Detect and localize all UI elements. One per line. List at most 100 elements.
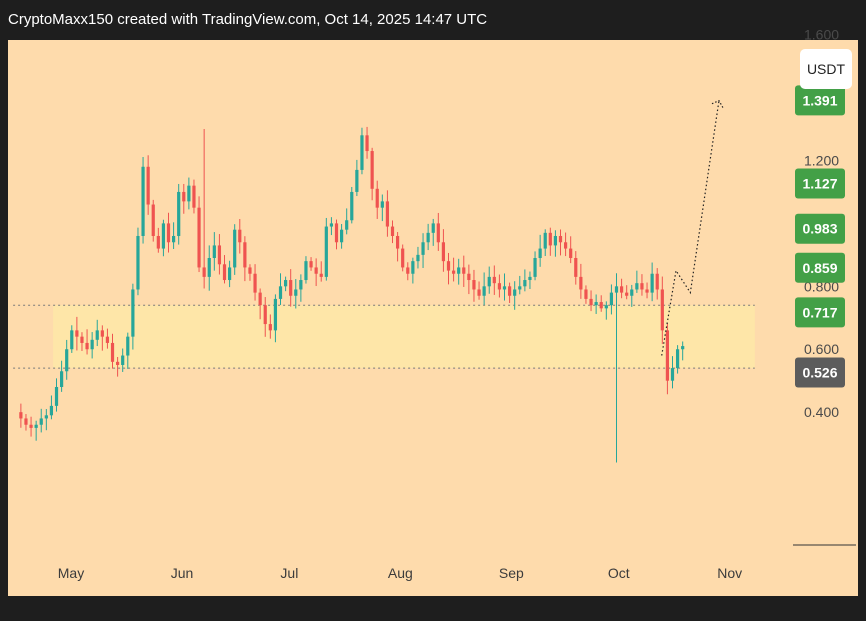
candle-body <box>523 280 527 287</box>
candle-body <box>90 339 94 350</box>
price-badge[interactable]: 0.983 <box>795 213 845 244</box>
price-badge[interactable]: 1.127 <box>795 168 845 199</box>
x-tick-label: May <box>58 565 84 581</box>
candle-body <box>70 330 74 350</box>
price-badge-label: 0.859 <box>802 260 837 276</box>
candle-body <box>339 229 344 243</box>
candle-body <box>228 267 232 281</box>
candle-body <box>625 292 629 296</box>
candle-body <box>345 220 349 230</box>
projection-path <box>661 100 720 356</box>
candle-body <box>248 267 252 274</box>
candle-body <box>258 292 262 306</box>
candle-body <box>584 289 588 299</box>
support-zone-layer <box>13 304 755 369</box>
candle-body <box>477 289 481 296</box>
candle-body <box>655 273 659 290</box>
candle-body <box>497 283 502 290</box>
x-axis-ticks: May Jun Jul Aug Sep Oct Nov <box>58 565 742 581</box>
candle-body <box>594 302 598 306</box>
price-badge-bg <box>795 297 845 328</box>
candle-body <box>558 235 563 243</box>
candle-body <box>192 185 196 208</box>
candle-body <box>640 283 644 290</box>
candle-body <box>60 371 64 387</box>
candle-body <box>411 261 415 274</box>
candle-body <box>202 267 206 277</box>
candle-body <box>472 280 476 290</box>
candle-body <box>19 412 23 419</box>
price-badge[interactable]: 0.717 <box>795 297 845 328</box>
candle-body <box>507 286 512 296</box>
candle-body <box>579 276 583 290</box>
price-badge-bg <box>795 168 845 199</box>
x-tick-label: Aug <box>388 565 413 581</box>
candle-body <box>85 342 89 350</box>
price-badge-bg <box>795 213 845 244</box>
candle-body <box>589 298 593 306</box>
candle-body <box>630 289 634 296</box>
price-badge-bg <box>795 85 845 116</box>
candle-body <box>421 242 425 255</box>
price-badge-bg <box>795 252 845 283</box>
candle-body <box>528 276 532 281</box>
candle-body <box>39 418 43 425</box>
candle-body <box>161 223 166 249</box>
candle-body <box>100 330 104 337</box>
candle-body <box>110 342 115 362</box>
price-badge-label: 1.391 <box>802 92 837 108</box>
candle-body <box>283 280 288 287</box>
candle-body <box>49 405 54 416</box>
candle-body <box>563 242 568 249</box>
candle-body <box>360 135 364 170</box>
candle-body <box>172 235 176 243</box>
candle-body <box>441 242 446 262</box>
candle-body <box>548 232 552 246</box>
candle-body <box>253 273 257 293</box>
candle-body <box>238 229 242 243</box>
candle-body <box>518 286 522 290</box>
price-badge[interactable]: 0.526 <box>795 357 845 388</box>
candle-body <box>614 286 619 293</box>
candle-body <box>182 191 186 202</box>
price-badge-label: 0.717 <box>802 304 837 320</box>
y-tick-label: 0.400 <box>804 404 839 420</box>
candle-body <box>54 386 59 406</box>
candle-body <box>395 235 400 249</box>
candle-body <box>574 258 578 277</box>
candle-body <box>457 267 461 274</box>
candle-body <box>187 185 191 202</box>
candle-body <box>116 361 120 365</box>
candle-body <box>217 245 222 265</box>
candle-body <box>406 267 410 274</box>
candle-body <box>380 201 384 208</box>
candle-body <box>319 273 323 277</box>
candle-body <box>105 336 110 343</box>
candle-body <box>151 204 155 236</box>
candle-body <box>665 330 670 381</box>
candle-body <box>467 273 471 281</box>
unit-label[interactable]: USDT <box>800 49 852 89</box>
candle-body <box>146 166 150 205</box>
price-badge[interactable]: 1.391 <box>795 85 845 116</box>
candle-body <box>375 188 379 208</box>
candle-body <box>44 415 48 419</box>
candle-body <box>324 226 328 277</box>
candle-body <box>334 223 339 243</box>
y-tick-label: 1.600 <box>804 27 839 43</box>
candle-body <box>401 248 405 268</box>
x-tick-label: Jun <box>171 565 194 581</box>
candle-body <box>329 223 334 227</box>
y-tick-label: 0.600 <box>804 341 839 357</box>
candle-body <box>233 229 237 268</box>
candle-body <box>207 258 211 277</box>
candle-body <box>65 349 69 372</box>
candle-body <box>34 424 38 428</box>
candle-body <box>436 223 440 243</box>
candle-body <box>645 289 649 293</box>
candles-layer <box>19 126 685 463</box>
price-badge[interactable]: 0.859 <box>795 252 845 283</box>
candle-body <box>141 166 145 236</box>
candle-body <box>431 223 435 233</box>
